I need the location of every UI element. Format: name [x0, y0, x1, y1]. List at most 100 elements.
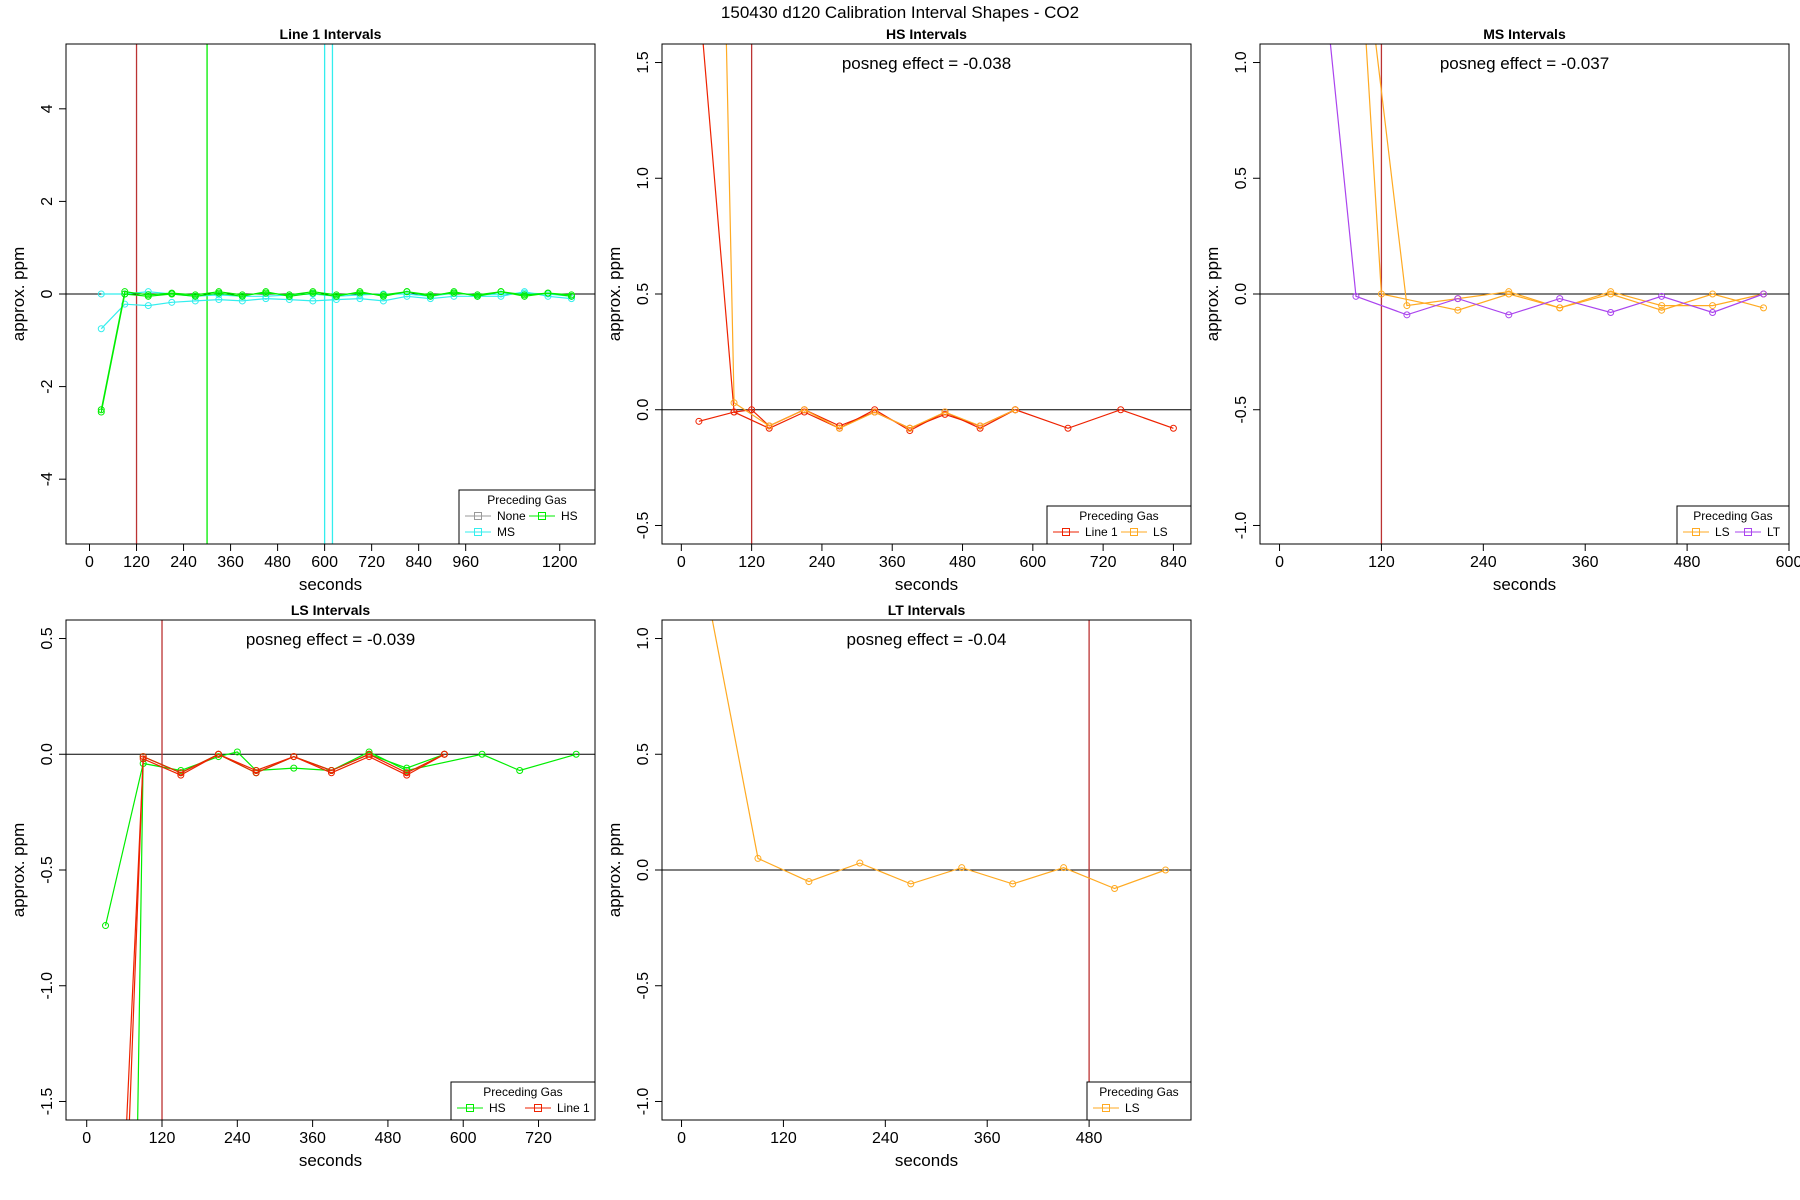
legend-box — [1676, 505, 1790, 545]
x-tick-label: 840 — [1160, 554, 1187, 571]
posneg-annotation: posneg effect = -0.038 — [842, 54, 1011, 73]
data-point — [907, 880, 915, 888]
data-point — [238, 291, 246, 299]
data-point — [144, 291, 152, 299]
legend-entry: Line 1 — [1053, 525, 1118, 539]
legend-swatch-marker — [474, 512, 482, 520]
data-point — [1403, 302, 1411, 310]
plot-frame — [661, 43, 1192, 545]
data-point — [800, 408, 808, 416]
x-tick-label: 480 — [1674, 554, 1701, 571]
x-tick-label: 840 — [405, 554, 432, 571]
legend-title: Preceding Gas — [487, 493, 566, 507]
y-tick-label: 0.0 — [635, 859, 652, 881]
legend-title: Preceding Gas — [483, 1085, 562, 1099]
legend-swatch-marker — [466, 1104, 474, 1112]
x-tick-label: 1200 — [542, 554, 578, 571]
y-tick-label: 0.0 — [635, 399, 652, 421]
legend-entry: MS — [465, 525, 515, 539]
data-point — [730, 399, 738, 407]
y-tick-label: 1.0 — [635, 167, 652, 189]
data-point — [1352, 292, 1360, 300]
legend-title: Preceding Gas — [1693, 509, 1772, 523]
data-point — [214, 750, 222, 758]
series-line — [137, 753, 445, 1120]
series-line — [1329, 44, 1764, 316]
x-tick-label: 360 — [299, 1130, 326, 1147]
data-point — [215, 288, 223, 296]
data-point — [403, 288, 411, 296]
data-point — [97, 325, 105, 333]
x-tick-label: 720 — [358, 554, 385, 571]
plot-area — [1260, 44, 1789, 544]
data-point — [168, 298, 176, 306]
series-line — [100, 291, 572, 413]
legend-swatch-marker — [538, 512, 546, 520]
series-hs — [97, 288, 575, 416]
data-point — [516, 766, 524, 774]
legend-label: None — [497, 509, 526, 523]
data-point — [1556, 295, 1564, 303]
data-point — [1505, 311, 1513, 319]
y-tick-label: 4 — [39, 104, 56, 113]
legend-label: Line 1 — [1085, 525, 1118, 539]
x-tick-label: 480 — [1076, 1130, 1103, 1147]
data-point — [748, 406, 756, 414]
plot-area — [66, 44, 595, 544]
y-tick-label: -0.5 — [635, 972, 652, 1000]
x-tick-label: 120 — [738, 554, 765, 571]
data-point — [144, 302, 152, 310]
legend-label: HS — [561, 509, 578, 523]
data-point — [252, 769, 260, 777]
data-point — [765, 422, 773, 430]
y-tick-label: -0.5 — [1233, 396, 1250, 424]
y-axis-label: approx. ppm — [605, 823, 624, 918]
legend-swatch-marker — [1744, 528, 1752, 536]
data-point — [1709, 309, 1717, 317]
legend-label: LT — [1767, 525, 1781, 539]
x-tick-label: 360 — [1572, 554, 1599, 571]
data-point — [403, 769, 411, 777]
posneg-annotation: posneg effect = -0.039 — [246, 630, 415, 649]
data-point — [1060, 864, 1068, 872]
legend-title: Preceding Gas — [1099, 1085, 1178, 1099]
legend-label: HS — [489, 1101, 506, 1115]
x-tick-label: 480 — [949, 554, 976, 571]
data-point — [976, 422, 984, 430]
series-line — [1365, 44, 1764, 311]
chart-panel: LT Intervals 0 120 240 360 480 seconds -1.0 -0.5… — [605, 602, 1192, 1170]
x-tick-label: 0 — [1275, 554, 1284, 571]
y-tick-label: 0 — [39, 289, 56, 298]
data-point — [403, 292, 411, 300]
legend-box — [1046, 505, 1192, 545]
data-point — [121, 288, 129, 296]
x-axis-label: seconds — [1493, 575, 1556, 594]
page-title: 150430 d120 Calibration Interval Shapes … — [721, 3, 1079, 22]
y-tick-label: -1.0 — [635, 1088, 652, 1116]
y-tick-label: 0.5 — [635, 743, 652, 765]
series-hs — [97, 288, 575, 414]
y-tick-label: -2 — [39, 379, 56, 393]
x-tick-label: 600 — [1776, 554, 1800, 571]
data-point — [1169, 424, 1177, 432]
data-point — [1709, 290, 1717, 298]
series-lt — [1329, 44, 1768, 319]
chart-panel: LS Intervals 0 120 240 360 480 600 720 seconds -1… — [9, 602, 596, 1170]
x-tick-label: 0 — [82, 1130, 91, 1147]
data-point — [1454, 306, 1462, 314]
data-point — [309, 297, 317, 305]
series-ls — [1365, 44, 1768, 314]
y-tick-label: 0.0 — [1233, 283, 1250, 305]
x-tick-label: 240 — [224, 1130, 251, 1147]
legend-title: Preceding Gas — [1079, 509, 1158, 523]
legend: Preceding Gas None HS MS — [458, 489, 596, 545]
data-point — [97, 406, 105, 414]
data-point — [403, 764, 411, 772]
data-point — [191, 291, 199, 299]
x-tick-label: 240 — [872, 1130, 899, 1147]
chart-panel: MS Intervals 0 120 240 360 480 600 seconds -1.0 -… — [1203, 26, 1800, 594]
x-tick-label: 720 — [525, 1130, 552, 1147]
series-hs — [102, 748, 580, 930]
x-tick-label: 480 — [264, 554, 291, 571]
x-tick-label: 0 — [677, 1130, 686, 1147]
